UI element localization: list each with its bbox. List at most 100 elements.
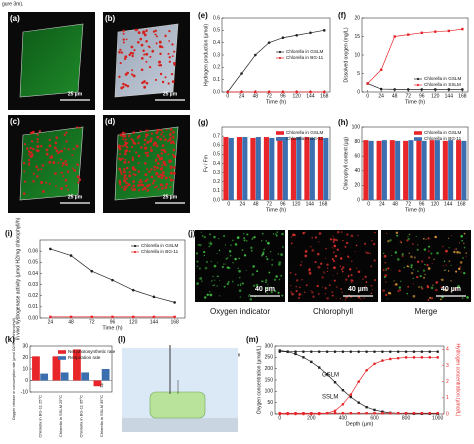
data-point	[396, 350, 400, 353]
fluorescent-cell	[208, 245, 211, 248]
data-point	[310, 411, 313, 415]
data-point	[173, 301, 176, 304]
cell-dot	[73, 168, 77, 172]
fluorescent-cell	[382, 269, 385, 271]
cell-dot	[30, 151, 33, 154]
cell-dot	[166, 140, 169, 143]
fluorescent-cell	[273, 278, 277, 281]
fluorescent-cell	[406, 293, 408, 295]
cell-dot	[125, 181, 128, 185]
panel-label: (a)	[10, 14, 20, 23]
fluorescent-cell	[385, 293, 388, 297]
data-point	[349, 350, 353, 353]
fluorescent-cell	[412, 294, 416, 298]
cell-dot	[23, 143, 27, 146]
cell-dot	[147, 45, 150, 48]
y-tick-label: 0.1	[213, 188, 220, 194]
fluorescent-cell	[420, 286, 423, 288]
cell-dot	[133, 49, 136, 52]
fluorescent-cell	[265, 286, 268, 290]
y-tick-label: 0	[357, 197, 360, 203]
cell-dot	[125, 38, 128, 41]
fluorescent-cell	[407, 236, 409, 238]
data-point	[310, 360, 313, 364]
data-point	[333, 381, 337, 384]
fluorescent-cell	[344, 245, 347, 248]
cell-dot	[124, 72, 128, 76]
fluorescent-cell	[364, 275, 367, 279]
fluorescent-cell	[364, 242, 367, 245]
cell-dot	[155, 131, 159, 135]
cell-dot	[159, 72, 163, 76]
fluorescent-cell	[426, 263, 429, 267]
fluorescent-cell	[277, 291, 280, 294]
legend-label: Chlorella in BG-11	[286, 136, 324, 141]
fluorescent-cell	[370, 292, 373, 295]
fluorescent-cell	[275, 233, 277, 235]
fluorescent-cell	[442, 265, 444, 267]
y-tick-label: 0.06	[28, 248, 38, 254]
fluorescent-cell	[212, 284, 214, 287]
cell-dot	[146, 154, 149, 157]
fluorescent-cell	[430, 296, 434, 300]
scale-label: 25 µm	[68, 194, 83, 200]
cell-dot	[122, 29, 125, 33]
y-tick-label: 0.0	[213, 197, 220, 203]
data-point	[407, 33, 410, 36]
bar	[421, 140, 427, 200]
cell-dot	[125, 186, 128, 189]
fluorescent-cell	[465, 252, 467, 254]
y-tick-label: 3	[446, 363, 449, 369]
fluorescent-cell	[265, 279, 268, 282]
fluorescent-cell	[278, 278, 281, 281]
data-point	[322, 29, 326, 32]
cell-dot	[35, 165, 38, 168]
x-axis-label: Depth (µm)	[346, 421, 374, 427]
cell-dot	[32, 172, 35, 175]
fluorescent-cell	[387, 291, 391, 295]
cell-dot	[146, 151, 150, 154]
cell-dot	[120, 171, 122, 174]
fluorescent-cell	[463, 272, 466, 275]
bar	[317, 137, 323, 200]
cell-dot	[119, 152, 122, 155]
fluorescent-cell	[350, 279, 353, 282]
cell-dot	[119, 62, 122, 65]
fluorescent-cell	[214, 279, 216, 281]
data-point	[447, 29, 451, 33]
y-tick-label: 20	[354, 183, 360, 189]
fluorescent-cell	[391, 254, 393, 257]
fluorescent-cell	[385, 269, 387, 271]
scale-label: 40 µm	[441, 286, 461, 293]
data-point	[294, 411, 297, 415]
fluorescent-cell	[357, 234, 359, 237]
cell-dot	[48, 182, 51, 185]
cell-dot	[126, 142, 129, 145]
cell-dot	[63, 147, 66, 150]
fluorescent-cell	[331, 258, 334, 260]
fluorescent-cell	[360, 298, 362, 300]
fluorescent-cell	[203, 296, 207, 299]
fluorescent-cell	[290, 291, 293, 294]
cell-dot	[121, 157, 124, 160]
cell-dot	[162, 160, 166, 164]
cell-dot	[61, 164, 64, 167]
cell-dot	[150, 132, 154, 135]
fluorescent-cell	[322, 286, 324, 288]
fluorescent-cell	[281, 246, 284, 248]
fluorescent-cell	[304, 254, 308, 258]
data-point	[90, 315, 93, 319]
cell-dot	[168, 29, 171, 33]
data-point	[447, 88, 451, 91]
bar	[381, 140, 387, 200]
bar	[277, 137, 283, 200]
data-point	[49, 247, 52, 251]
data-point	[309, 31, 312, 35]
data-point	[404, 350, 408, 353]
fluorescent-cell	[454, 287, 457, 291]
y-tick-label: 0.04	[28, 271, 38, 277]
fluorescent-cell	[395, 231, 399, 235]
cell-dot	[41, 164, 45, 167]
cell-dot	[36, 133, 39, 136]
x-tick-label: 144	[150, 319, 159, 325]
